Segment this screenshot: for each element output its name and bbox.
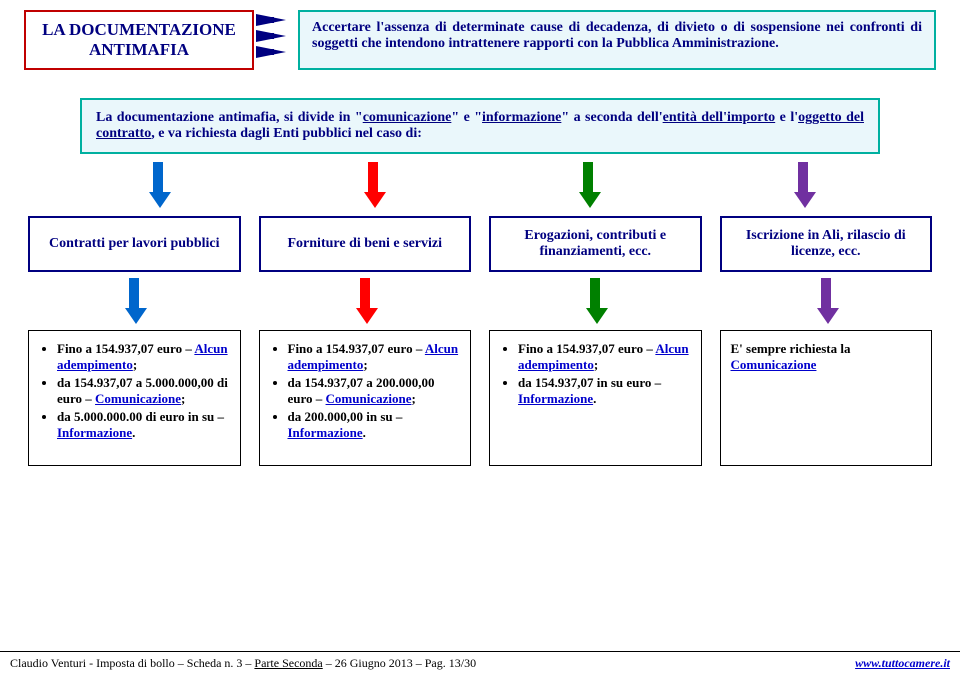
detail-text: Fino a 154.937,07 euro –	[288, 341, 425, 356]
detail-item: Fino a 154.937,07 euro – Alcun adempimen…	[518, 341, 691, 373]
category-box: Contratti per lavori pubblici	[28, 216, 241, 272]
arrow-down-icon	[364, 162, 382, 208]
detail-row: Fino a 154.937,07 euro – Alcun adempimen…	[0, 330, 960, 466]
arrow-down-icon	[125, 278, 143, 324]
detail-item: da 200.000,00 in su – Informazione.	[288, 409, 461, 441]
middle-mid1: " e "	[451, 110, 482, 125]
arrow-down-icon	[356, 278, 374, 324]
detail-text: ;	[412, 391, 416, 406]
middle-box: La documentazione antimafia, si divide i…	[80, 98, 880, 154]
detail-text: Fino a 154.937,07 euro –	[518, 341, 655, 356]
detail-link: Comunicazione	[731, 357, 817, 372]
category-box: Iscrizione in Ali, rilascio di licenze, …	[720, 216, 933, 272]
detail-text: ;	[133, 357, 137, 372]
detail-item: da 154.937,07 a 200.000,00 euro – Comuni…	[288, 375, 461, 407]
arrow-down-icon	[149, 162, 167, 208]
arrow-right-icon	[256, 14, 286, 26]
arrow-row-2	[0, 272, 960, 330]
footer-right: www.tuttocamere.it	[855, 656, 950, 671]
detail-text: ;	[181, 391, 185, 406]
detail-box: Fino a 154.937,07 euro – Alcun adempimen…	[259, 330, 472, 466]
detail-box: Fino a 154.937,07 euro – Alcun adempimen…	[489, 330, 702, 466]
detail-text: E' sempre richiesta la	[731, 341, 851, 356]
title-box: LA DOCUMENTAZIONE ANTIMAFIA	[24, 10, 254, 70]
arrow-right-icon	[256, 46, 286, 58]
arrow-right-stack	[256, 14, 286, 58]
title-line1: LA DOCUMENTAZIONE	[42, 20, 236, 39]
category-box: Forniture di beni e servizi	[259, 216, 472, 272]
arrow-right-icon	[256, 30, 286, 42]
arrow-row-1	[50, 162, 910, 208]
top-description: Accertare l'assenza di determinate cause…	[298, 10, 936, 70]
detail-text: .	[593, 391, 596, 406]
detail-text: .	[132, 425, 135, 440]
footer: Claudio Venturi - Imposta di bollo – Sch…	[0, 651, 960, 677]
detail-item: Fino a 154.937,07 euro – Alcun adempimen…	[288, 341, 461, 373]
detail-text: da 154.937,07 in su euro –	[518, 375, 661, 390]
middle-u3: entità dell'importo	[663, 110, 776, 125]
category-row: Contratti per lavori pubblici Forniture …	[0, 216, 960, 272]
detail-box: Fino a 154.937,07 euro – Alcun adempimen…	[28, 330, 241, 466]
footer-left-u: Parte Seconda	[254, 656, 322, 670]
middle-u1: comunicazione	[363, 110, 452, 125]
arrow-down-icon	[586, 278, 604, 324]
detail-text: .	[363, 425, 366, 440]
detail-item: da 5.000.000.00 di euro in su – Informaz…	[57, 409, 230, 441]
detail-link: Informazione	[57, 425, 132, 440]
footer-left-pre: Claudio Venturi - Imposta di bollo – Sch…	[10, 656, 254, 670]
detail-link: Informazione	[288, 425, 363, 440]
middle-mid2: " a seconda dell'	[561, 110, 662, 125]
middle-mid3: e l'	[775, 110, 798, 125]
detail-item: da 154.937,07 a 5.000.000,00 di euro – C…	[57, 375, 230, 407]
detail-link: Comunicazione	[95, 391, 181, 406]
footer-left-post: – 26 Giugno 2013 – Pag. 13/30	[323, 656, 476, 670]
arrow-down-icon	[817, 278, 835, 324]
middle-pre1: La documentazione antimafia, si divide i…	[96, 110, 363, 125]
arrow-down-icon	[794, 162, 812, 208]
detail-item: da 154.937,07 in su euro – Informazione.	[518, 375, 691, 407]
detail-box: E' sempre richiesta la Comunicazione	[720, 330, 933, 466]
detail-link: Comunicazione	[326, 391, 412, 406]
detail-text: da 5.000.000.00 di euro in su –	[57, 409, 224, 424]
category-box: Erogazioni, contributi e finanziamenti, …	[489, 216, 702, 272]
middle-u2: informazione	[482, 110, 561, 125]
title-line2: ANTIMAFIA	[40, 40, 238, 60]
footer-left: Claudio Venturi - Imposta di bollo – Sch…	[10, 656, 476, 671]
detail-item: Fino a 154.937,07 euro – Alcun adempimen…	[57, 341, 230, 373]
detail-text: Fino a 154.937,07 euro –	[57, 341, 194, 356]
detail-text: ;	[363, 357, 367, 372]
detail-text: da 200.000,00 in su –	[288, 409, 403, 424]
detail-link: Informazione	[518, 391, 593, 406]
middle-post: , e va richiesta dagli Enti pubblici nel…	[151, 126, 422, 141]
detail-text: ;	[594, 357, 598, 372]
arrow-down-icon	[579, 162, 597, 208]
